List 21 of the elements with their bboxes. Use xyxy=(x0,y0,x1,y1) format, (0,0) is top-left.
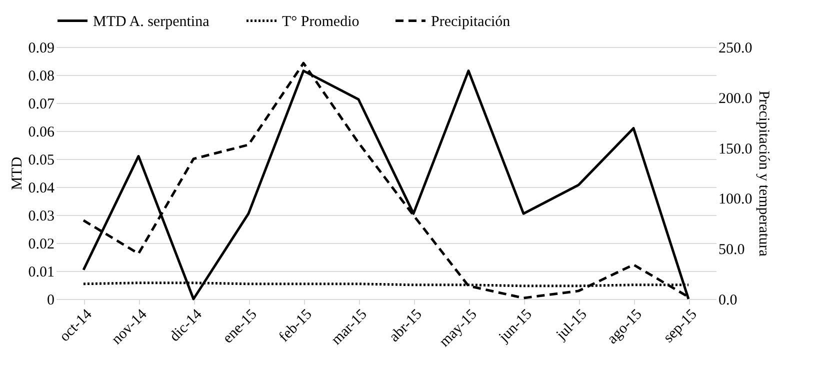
y-tick-label: 0.04 xyxy=(28,180,55,196)
y-tick-label: 0.09 xyxy=(28,40,54,56)
y-tick-label: 0.01 xyxy=(28,264,54,280)
y-tick-label: 0.08 xyxy=(28,68,54,84)
y-tick-label: 0.05 xyxy=(28,152,54,168)
y2-axis-title: Precipitación y temperatura xyxy=(755,90,772,257)
legend-label: Precipitación xyxy=(431,14,511,30)
y-tick-label: 0.07 xyxy=(28,96,55,112)
y-tick-label: 0.03 xyxy=(28,208,54,224)
y-tick-label: 0.02 xyxy=(28,236,54,252)
legend-label: MTD A. serpentina xyxy=(93,14,210,30)
y-tick-label: 0 xyxy=(47,292,54,308)
y2-tick-label: 100.0 xyxy=(718,192,752,208)
y2-tick-label: 250.0 xyxy=(718,40,752,56)
legend-label: T° Promedio xyxy=(282,14,360,30)
y-tick-label: 0.06 xyxy=(28,124,55,140)
y2-tick-label: 50.0 xyxy=(718,242,745,258)
y2-tick-label: 0.0 xyxy=(718,292,738,308)
y2-tick-label: 200.0 xyxy=(718,90,752,107)
y-axis-title: MTD xyxy=(9,156,26,190)
y2-tick-label: 150.0 xyxy=(718,141,752,158)
